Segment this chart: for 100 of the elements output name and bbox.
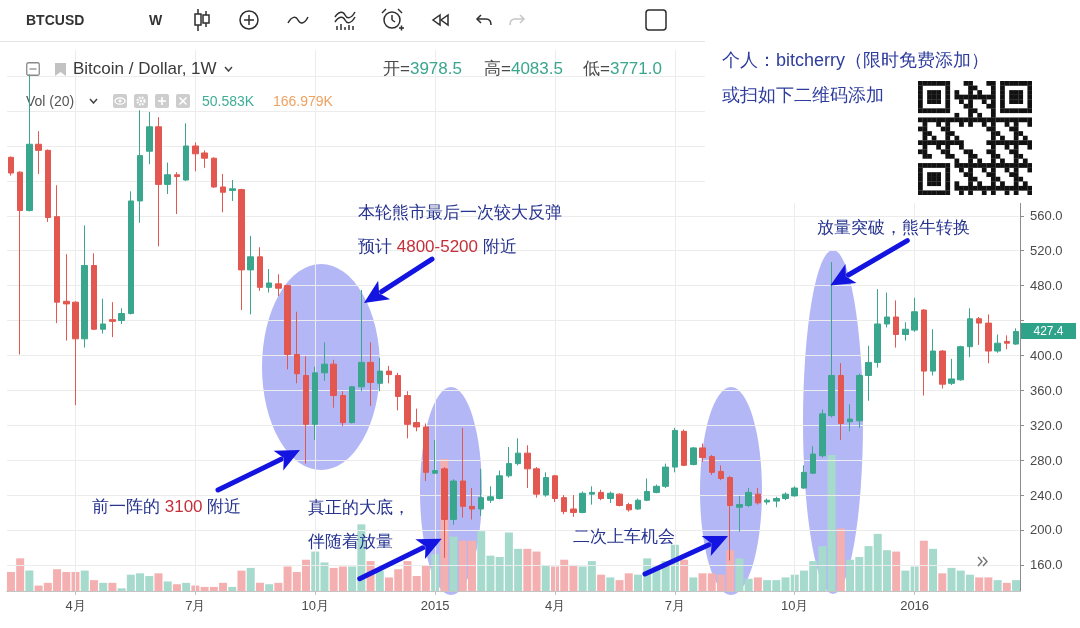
candlestick xyxy=(957,345,964,382)
candlestick xyxy=(294,311,300,384)
candlestick xyxy=(211,156,217,189)
candlestick xyxy=(773,496,780,508)
bar xyxy=(375,570,384,591)
candlestick xyxy=(63,253,70,342)
bar xyxy=(744,578,753,591)
candlestick xyxy=(745,487,752,508)
text: 427.4 xyxy=(1021,323,1076,340)
y-tick-label: 360.0 xyxy=(1030,382,1063,398)
candlestick xyxy=(847,403,853,432)
candlestick xyxy=(515,437,521,466)
bar xyxy=(836,528,845,591)
annotation: 或扫如下二维码添加 xyxy=(722,84,884,107)
candlestick xyxy=(653,484,660,494)
candlestick xyxy=(247,235,254,315)
candlestick xyxy=(460,427,466,519)
bar xyxy=(938,573,947,591)
y-tick-label: 240.0 xyxy=(1030,487,1063,503)
bar xyxy=(182,582,191,591)
candlestick xyxy=(257,246,263,292)
bar xyxy=(163,581,172,591)
candlestick xyxy=(35,130,42,175)
candlestick xyxy=(828,261,835,418)
annotation: 放量突破，熊牛转换 xyxy=(817,216,971,239)
candlestick xyxy=(266,268,272,294)
candlestick xyxy=(893,299,899,349)
annotation: 开=3978.5 xyxy=(383,59,462,78)
candlestick xyxy=(589,485,595,506)
y-tick-label: 400.0 xyxy=(1030,347,1063,363)
bar xyxy=(901,570,910,591)
candlestick xyxy=(782,491,789,501)
candlestick xyxy=(718,464,724,481)
bar xyxy=(172,584,181,591)
candlestick xyxy=(533,466,540,499)
annotation: 个人：bitcherry（限时免费添加） xyxy=(722,49,990,72)
candlestick xyxy=(838,362,844,441)
candlestick xyxy=(349,385,355,424)
x-tick-label: 4月 xyxy=(65,598,86,613)
candlestick xyxy=(155,116,162,247)
x-tick-label: 10月 xyxy=(781,598,809,613)
y-tick-label: 480.0 xyxy=(1030,278,1063,294)
bar xyxy=(827,455,836,591)
bar xyxy=(99,582,108,591)
candlestick xyxy=(284,284,291,370)
candlestick xyxy=(690,446,697,466)
candlestick xyxy=(192,141,199,172)
candlestick xyxy=(662,463,669,489)
candlestick xyxy=(377,357,383,392)
candlestick xyxy=(985,313,992,364)
bar xyxy=(265,584,274,591)
candlestick xyxy=(81,224,88,349)
bar xyxy=(689,577,698,591)
candlestick xyxy=(902,321,909,342)
candlestick xyxy=(764,498,770,506)
candlestick xyxy=(791,485,798,498)
candlestick xyxy=(450,478,457,526)
candlestick xyxy=(736,495,743,533)
candlestick xyxy=(469,487,475,520)
y-tick-label: 160.0 xyxy=(1030,557,1063,573)
candlestick xyxy=(312,366,318,441)
candlestick xyxy=(275,273,282,297)
candlestick xyxy=(939,349,946,390)
candlestick xyxy=(413,408,420,432)
candlestick xyxy=(100,298,106,335)
candlestick xyxy=(626,502,632,513)
candlestick xyxy=(976,316,982,346)
candlestick xyxy=(367,341,374,407)
candlestick xyxy=(579,491,586,514)
candlestick xyxy=(330,359,337,409)
candlestick xyxy=(478,468,484,517)
candlestick xyxy=(146,111,153,165)
candlestick xyxy=(201,149,208,169)
annotation: 真正的大底，伴随着放量 xyxy=(307,496,411,553)
candlestick xyxy=(994,333,1001,354)
y-tick-label: 320.0 xyxy=(1030,417,1063,433)
candlestick xyxy=(672,427,678,473)
candlestick xyxy=(183,122,189,182)
candlestick xyxy=(616,492,623,507)
x-tick-label: 7月 xyxy=(185,598,206,613)
candlestick xyxy=(856,373,863,429)
candlestick xyxy=(506,446,512,479)
bar xyxy=(680,559,689,591)
annotation: 低=3771.0 xyxy=(583,59,662,78)
bar xyxy=(1002,582,1011,591)
bar xyxy=(1012,580,1021,591)
candlestick xyxy=(865,345,872,402)
bar xyxy=(80,570,89,591)
bar xyxy=(753,577,762,591)
candlestick xyxy=(524,444,531,489)
x-tick-label: 7月 xyxy=(664,598,685,613)
text: Bitcoin / Dollar, 1W xyxy=(73,59,217,79)
bar xyxy=(154,573,163,591)
candlestick xyxy=(644,477,650,502)
y-tick-label: 560.0 xyxy=(1030,208,1063,224)
bar xyxy=(523,548,532,591)
candlestick xyxy=(561,494,567,515)
y-tick-label: 200.0 xyxy=(1030,522,1063,538)
y-tick-label: 520.0 xyxy=(1030,243,1063,259)
candlestick xyxy=(137,109,143,224)
